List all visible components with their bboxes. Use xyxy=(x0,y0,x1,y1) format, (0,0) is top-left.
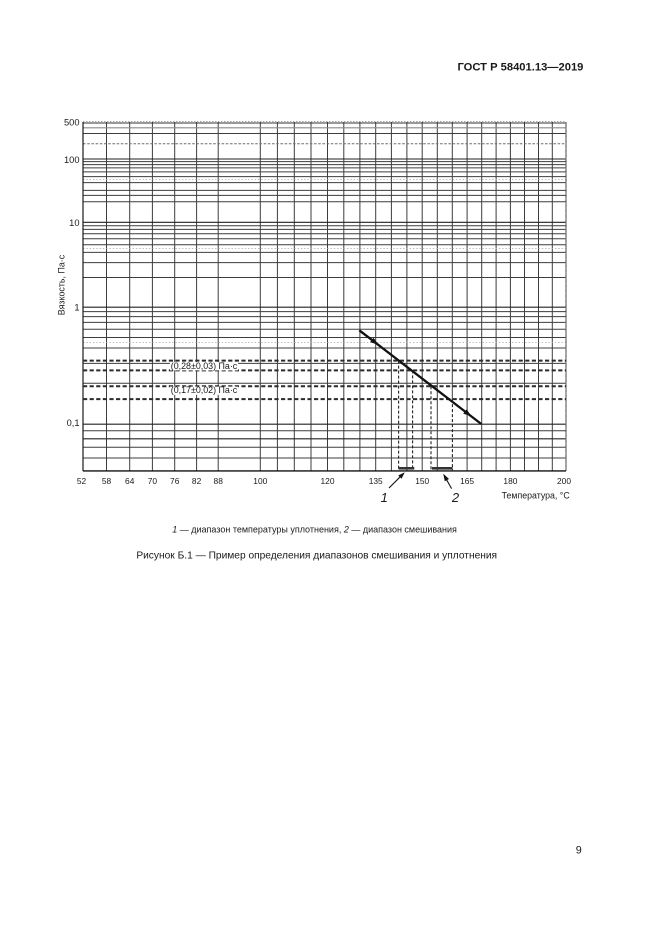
svg-text:58: 58 xyxy=(102,476,112,486)
svg-text:200: 200 xyxy=(557,476,571,486)
svg-text:1 — диапазон температуры упло: 1 — диапазон температуры уплотнения, 2 —… xyxy=(172,524,457,534)
svg-text:0,1: 0,1 xyxy=(67,418,80,428)
svg-text:76: 76 xyxy=(170,476,180,486)
svg-text:1: 1 xyxy=(74,303,79,313)
svg-text:(0,17±0,02) Па·с: (0,17±0,02) Па·с xyxy=(171,385,238,395)
svg-text:88: 88 xyxy=(214,476,224,486)
svg-text:1: 1 xyxy=(381,490,388,505)
svg-text:135: 135 xyxy=(369,476,383,486)
svg-text:120: 120 xyxy=(321,476,335,486)
svg-text:82: 82 xyxy=(192,476,202,486)
svg-text:Вязкость, Па·с: Вязкость, Па·с xyxy=(56,254,66,315)
svg-text:150: 150 xyxy=(415,476,429,486)
svg-text:Рисунок Б.1 — Пример определен: Рисунок Б.1 — Пример определения диапазо… xyxy=(136,551,497,562)
svg-text:165: 165 xyxy=(460,476,474,486)
svg-text:52: 52 xyxy=(77,476,87,486)
svg-text:Температура, °С: Температура, °С xyxy=(502,490,571,500)
svg-text:(0,28±0,03) Па·с: (0,28±0,03) Па·с xyxy=(171,361,238,371)
svg-text:70: 70 xyxy=(148,476,158,486)
svg-text:500: 500 xyxy=(64,117,80,127)
svg-text:64: 64 xyxy=(125,476,135,486)
svg-text:180: 180 xyxy=(503,476,517,486)
svg-text:100: 100 xyxy=(64,155,80,165)
svg-text:100: 100 xyxy=(253,476,267,486)
svg-text:ГОСТ Р 58401.13—2019: ГОСТ Р 58401.13—2019 xyxy=(457,62,583,74)
svg-text:2: 2 xyxy=(451,490,460,505)
svg-text:9: 9 xyxy=(576,845,582,857)
svg-text:10: 10 xyxy=(69,218,79,228)
